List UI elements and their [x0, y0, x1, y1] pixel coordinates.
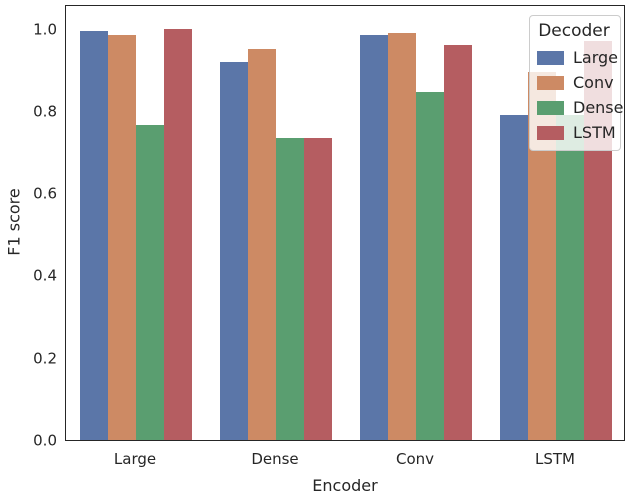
- legend: Decoder Large Conv Dense LSTM: [529, 15, 623, 151]
- legend-label: Conv: [573, 73, 614, 92]
- bar-conv-dense: [416, 92, 444, 440]
- legend-item-large: Large: [537, 50, 618, 66]
- legend-item-lstm: LSTM: [537, 125, 616, 141]
- bar-dense-dense: [276, 137, 304, 440]
- bar-large-large: [80, 30, 108, 440]
- bar-dense-large: [220, 61, 248, 440]
- bar-dense-lstm: [304, 137, 332, 440]
- legend-label: LSTM: [573, 123, 616, 142]
- legend-item-conv: Conv: [537, 73, 614, 92]
- bar-lstm-dense: [556, 115, 584, 440]
- y-tick-label: 1.0: [33, 20, 57, 39]
- legend-color-swatch: [537, 76, 564, 90]
- y-tick-label: 0.8: [33, 102, 57, 121]
- y-tick-label: 0.0: [33, 431, 57, 450]
- legend-color-swatch: [537, 51, 564, 65]
- y-tick-label: 0.6: [33, 184, 57, 203]
- legend-item-dense: Dense: [537, 100, 623, 116]
- legend-label: Dense: [573, 98, 624, 117]
- bar-conv-conv: [388, 32, 416, 440]
- bar-large-lstm: [164, 28, 192, 440]
- legend-color-swatch: [537, 101, 564, 115]
- y-axis-label: F1 score: [4, 188, 24, 256]
- x-axis-label: Encoder: [312, 476, 378, 495]
- legend-label: Large: [573, 48, 619, 67]
- bar-dense-conv: [248, 49, 276, 440]
- x-tick-label: Dense: [251, 450, 299, 468]
- y-tick-label: 0.4: [33, 266, 57, 285]
- bar-lstm-large: [500, 115, 528, 440]
- legend-title: Decoder: [538, 21, 610, 41]
- y-tick-label: 0.2: [33, 349, 57, 368]
- bar-large-dense: [136, 125, 164, 440]
- bar-conv-large: [360, 34, 388, 440]
- bar-large-conv: [108, 34, 136, 440]
- legend-rows: Large Conv Dense LSTM: [537, 50, 623, 141]
- legend-color-swatch: [537, 126, 564, 140]
- bar-conv-lstm: [444, 45, 472, 440]
- x-tick-label: Conv: [395, 450, 435, 468]
- x-tick-label: Large: [113, 450, 157, 468]
- x-tick-label: LSTM: [535, 450, 575, 468]
